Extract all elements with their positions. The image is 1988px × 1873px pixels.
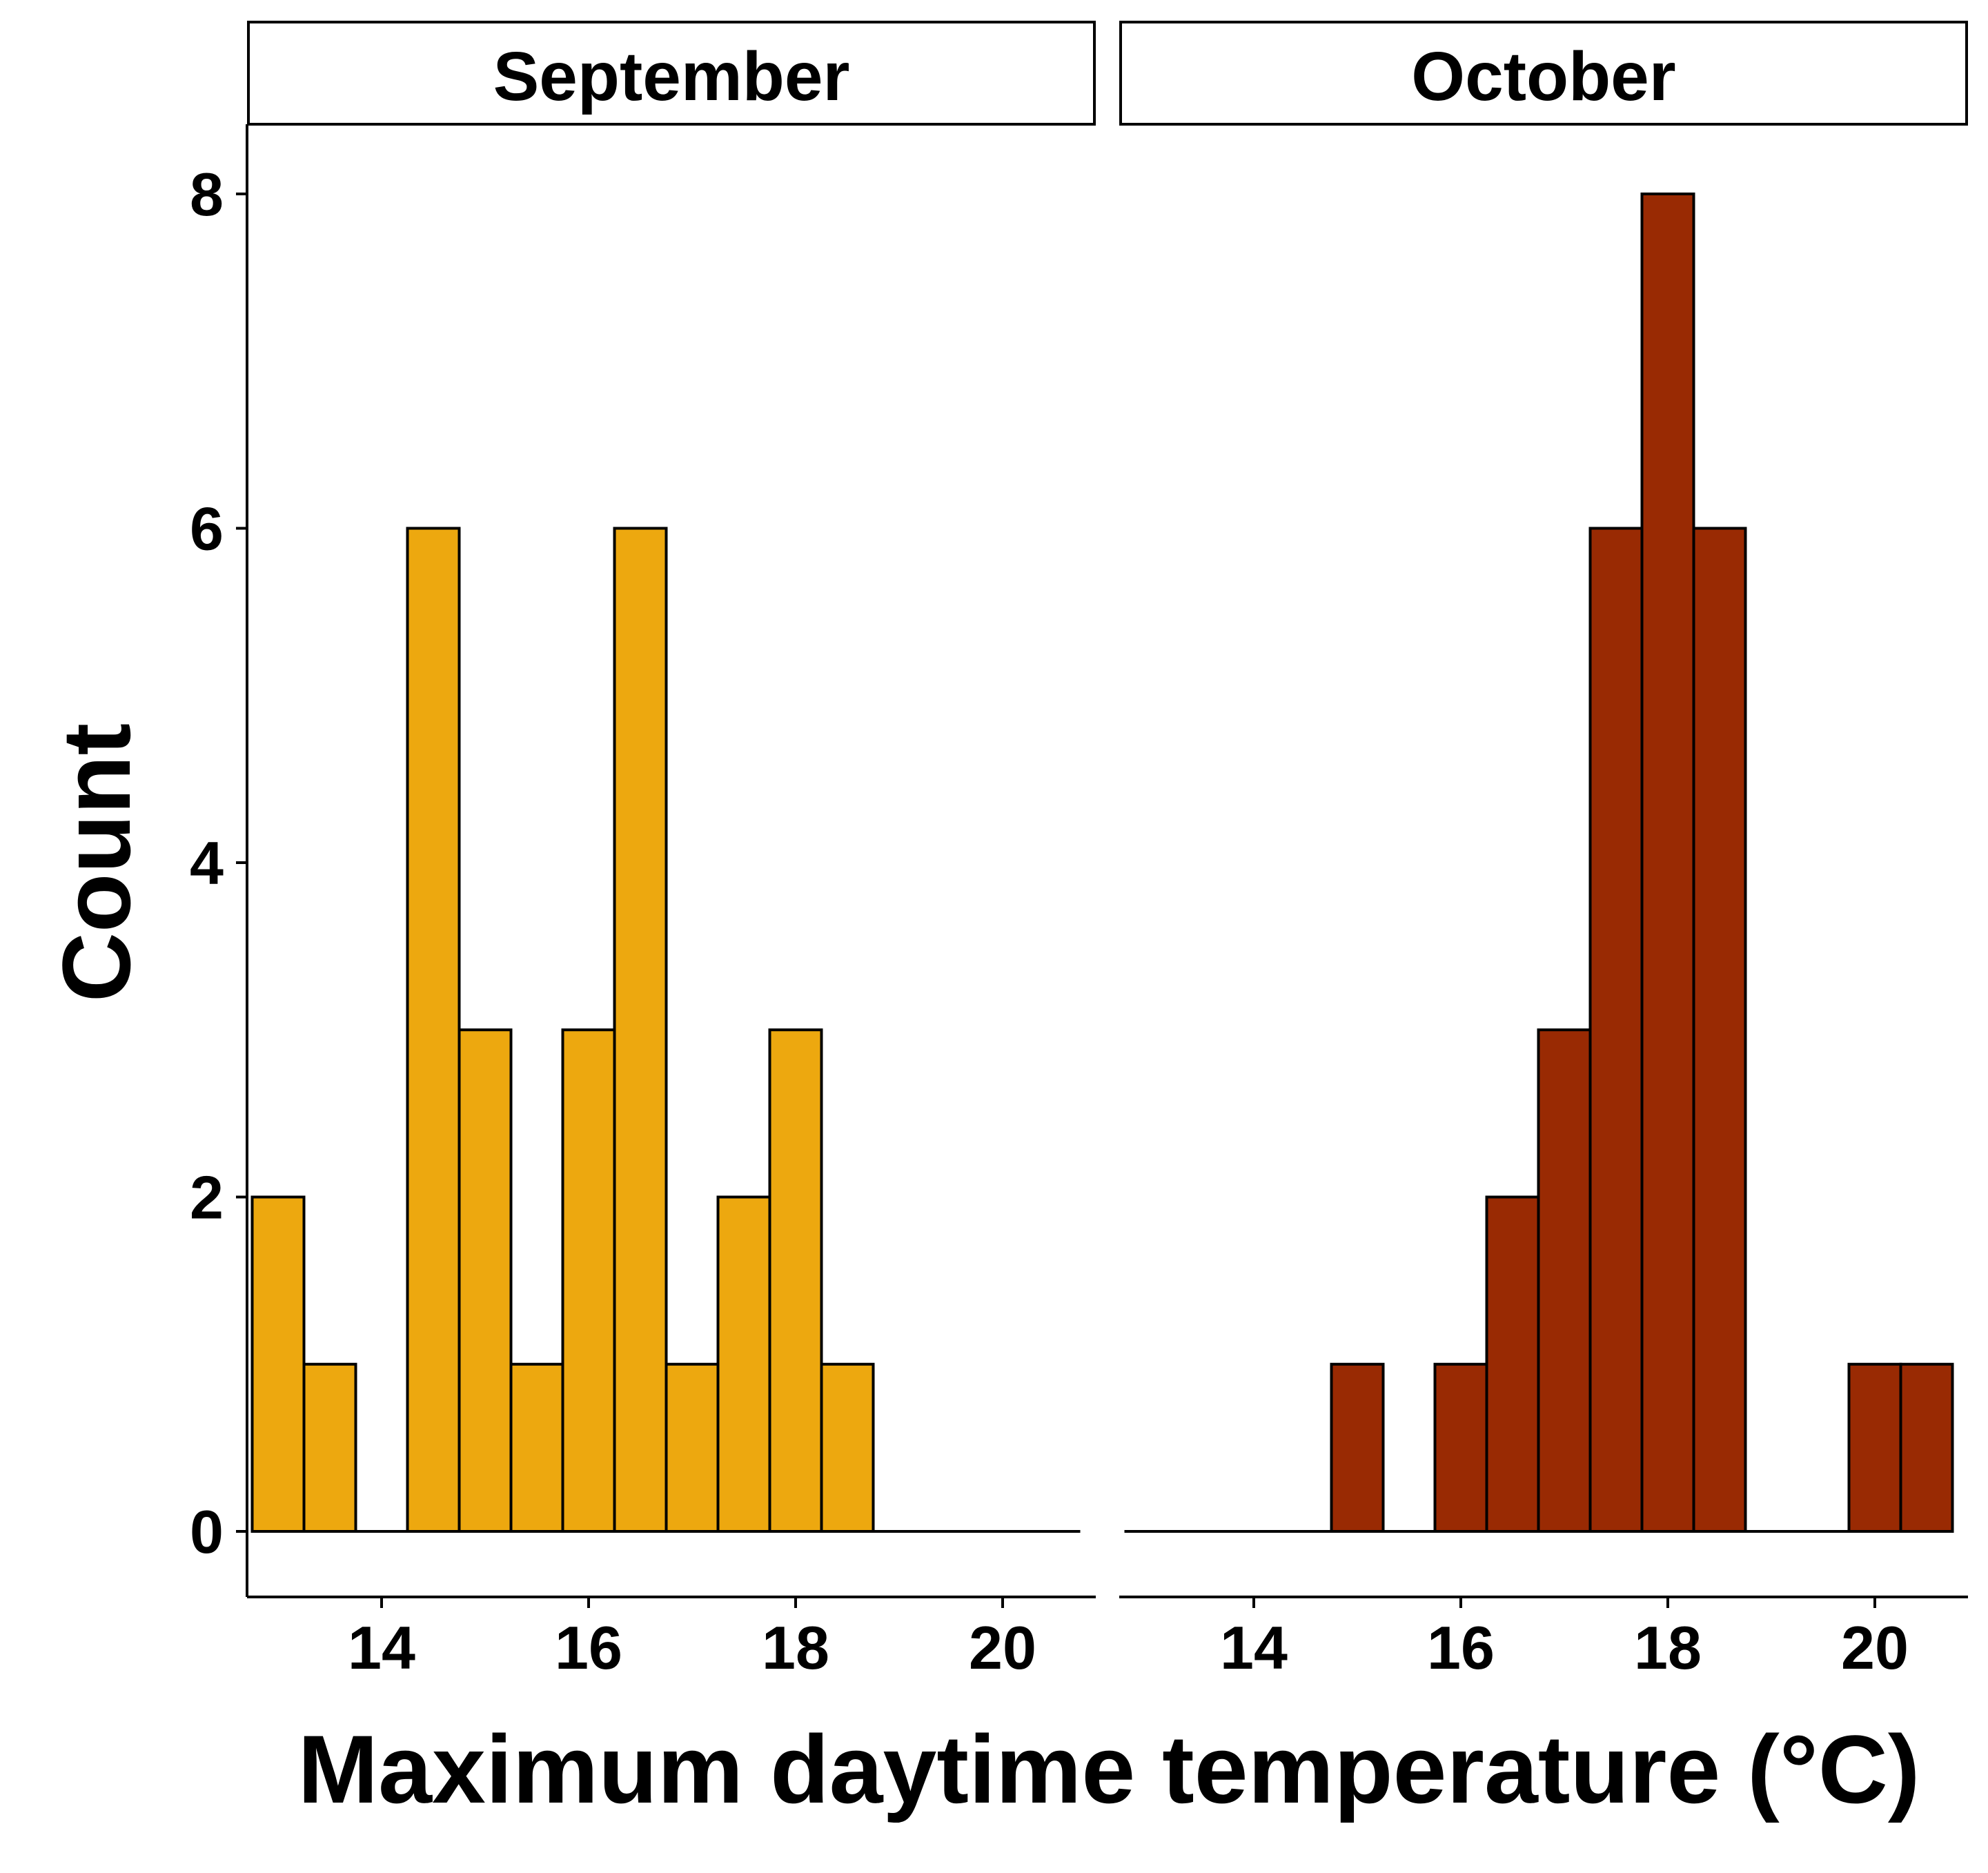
y-axis-title: Count (42, 723, 150, 1002)
histogram-bar (1899, 1362, 1954, 1533)
histogram-bar (509, 1362, 564, 1533)
x-axis-title: Maximum daytime temperature (°C) (297, 1715, 1920, 1823)
y-tick-label: 2 (190, 1164, 224, 1232)
histogram-bar (665, 1362, 720, 1533)
facet-strip (1119, 21, 1968, 126)
y-tick-label: 6 (190, 495, 224, 563)
histogram-bar (820, 1362, 875, 1533)
histogram-bar (457, 1028, 513, 1533)
histogram-bar (716, 1195, 771, 1533)
x-tick-label: 20 (1841, 1614, 1909, 1682)
y-tick-label: 8 (190, 160, 224, 228)
y-tick-label: 0 (190, 1498, 224, 1566)
panel-october: October 14 16 18 20 (1119, 21, 1968, 1682)
histogram-bar (768, 1028, 823, 1533)
histogram-bar (561, 1028, 616, 1533)
facet-strip-label: October (1411, 38, 1675, 115)
histogram-bar (1433, 1362, 1488, 1533)
histogram-bar (1330, 1362, 1385, 1533)
histogram-bar (1692, 527, 1747, 1533)
histogram-bar (406, 527, 461, 1533)
histogram-bar (250, 1195, 306, 1533)
x-tick-label: 20 (969, 1614, 1036, 1682)
facet-panels: September 14 16 18 20 0 2 4 6 8 October 14 16 18 20 (190, 21, 1968, 1682)
histogram-bar (1640, 193, 1695, 1533)
facet-strip (247, 21, 1096, 126)
histogram-bar (1847, 1362, 1902, 1533)
x-tick-label: 16 (1427, 1614, 1495, 1682)
histogram-bar (1588, 527, 1644, 1533)
x-tick-label: 16 (555, 1614, 622, 1682)
x-tick-label: 14 (348, 1614, 415, 1682)
x-tick-label: 14 (1220, 1614, 1288, 1682)
histogram-bar (613, 527, 668, 1533)
x-tick-label: 18 (762, 1614, 829, 1682)
x-tick-label: 18 (1634, 1614, 1702, 1682)
histogram-bar (1537, 1028, 1592, 1533)
y-tick-label: 4 (190, 829, 224, 897)
facet-strip-label: September (493, 38, 850, 115)
histogram-bar (1485, 1195, 1540, 1533)
histogram-bar (302, 1362, 357, 1533)
panel-september: September 14 16 18 20 0 2 4 6 8 (190, 21, 1096, 1682)
